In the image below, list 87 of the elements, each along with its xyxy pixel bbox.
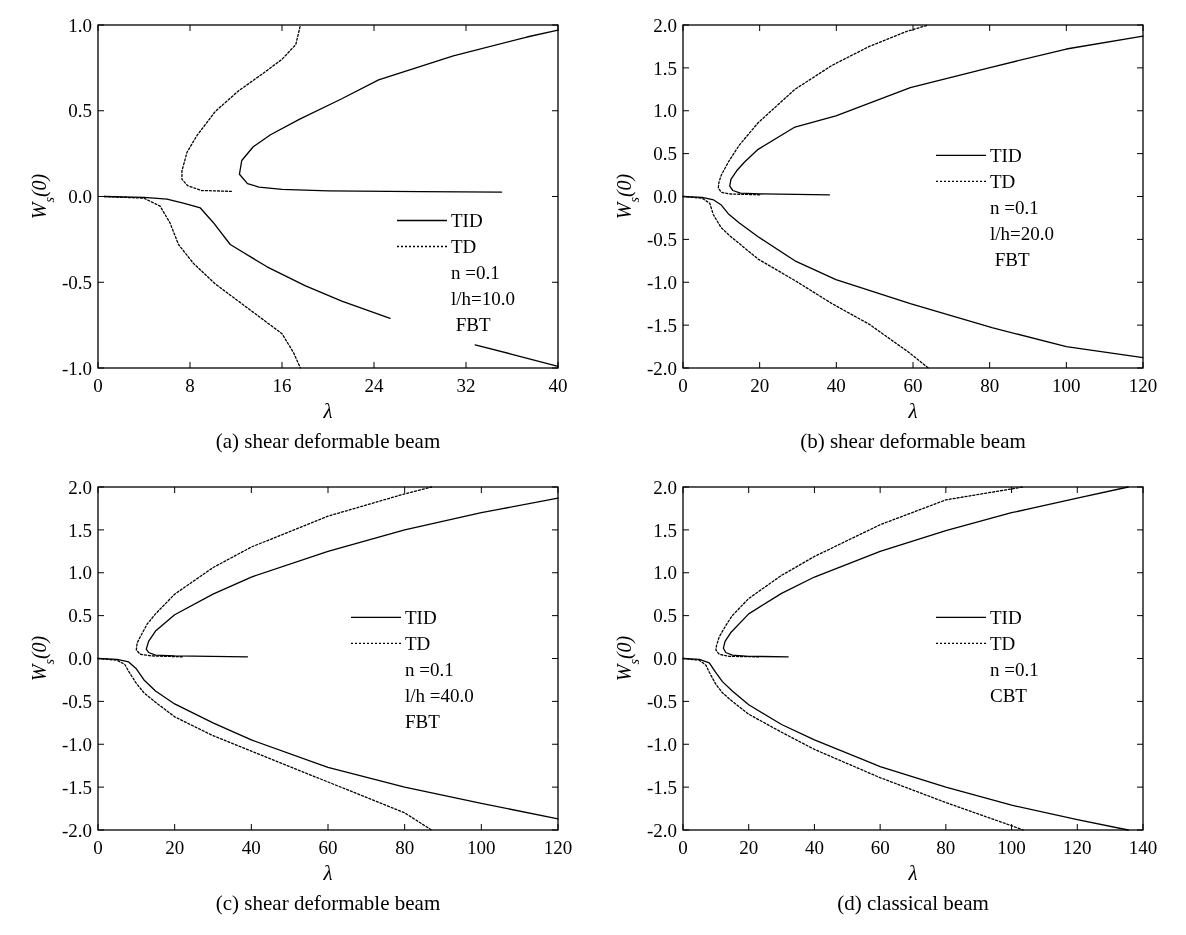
y-tick-label: 0.5 xyxy=(68,100,92,122)
x-tick-label: 120 xyxy=(1128,375,1158,396)
y-tick-label: 1.0 xyxy=(68,14,92,36)
annotation: n =0.1 xyxy=(990,196,1039,218)
y-tick-label: 2.0 xyxy=(653,476,677,498)
x-tick-label: 40 xyxy=(804,837,824,858)
x-tick-label: 80 xyxy=(980,375,1000,396)
annotation: FBT xyxy=(451,314,491,336)
y-tick-label: -1.5 xyxy=(646,314,677,336)
x-tick-label: 0 xyxy=(678,375,688,396)
text: (c) shear deformable beam xyxy=(215,891,441,915)
text: (b) shear deformable beam xyxy=(800,429,1026,453)
y-tick-label: 2.0 xyxy=(68,476,92,498)
y-tick-label: 0.0 xyxy=(68,648,92,670)
annotation: FBT xyxy=(405,710,441,732)
y-tick-label: -0.5 xyxy=(61,271,92,293)
x-tick-label: 120 xyxy=(1063,837,1092,858)
x-tick-label: 80 xyxy=(936,837,956,858)
y-tick-label: -1.0 xyxy=(646,271,677,293)
y-tick-label: -1.0 xyxy=(61,357,92,379)
x-tick-label: 40 xyxy=(241,837,261,858)
y-tick-label: -1.0 xyxy=(61,733,92,755)
text: (a) shear deformable beam xyxy=(215,429,441,453)
x-axis-title: λ xyxy=(322,399,333,423)
legend-label: TD xyxy=(451,236,477,258)
y-tick-label: -2.0 xyxy=(646,357,677,379)
x-tick-label: 120 xyxy=(543,837,573,858)
y-tick-label: 1.0 xyxy=(68,562,92,584)
x-tick-label: 24 xyxy=(364,375,384,396)
y-tick-label: -0.5 xyxy=(646,229,677,251)
x-tick-label: 60 xyxy=(870,837,890,858)
legend-label: TID xyxy=(451,210,483,232)
x-tick-label: 100 xyxy=(997,837,1026,858)
y-tick-label: -0.5 xyxy=(61,691,92,713)
y-tick-label: 1.5 xyxy=(653,519,677,541)
annotation: n =0.1 xyxy=(451,262,500,284)
x-tick-label: 20 xyxy=(165,837,185,858)
y-tick-label: 1.5 xyxy=(68,519,92,541)
annotation: l/h=20.0 xyxy=(990,222,1055,244)
x-tick-label: 100 xyxy=(467,837,496,858)
legend-label: TID xyxy=(990,144,1022,166)
y-tick-label: 0.5 xyxy=(653,143,677,165)
annotation: l/h=10.0 xyxy=(451,288,516,310)
x-tick-label: 60 xyxy=(903,375,923,396)
x-tick-label: 32 xyxy=(456,375,476,396)
annotation: n =0.1 xyxy=(990,658,1039,680)
x-tick-label: 0 xyxy=(93,375,103,396)
y-tick-label: -2.0 xyxy=(61,819,92,841)
x-tick-label: 20 xyxy=(739,837,759,858)
x-tick-label: 80 xyxy=(395,837,415,858)
legend-label: TD xyxy=(990,632,1016,654)
y-tick-label: -1.5 xyxy=(61,776,92,798)
legend-label: TD xyxy=(990,170,1016,192)
x-tick-label: 100 xyxy=(1052,375,1081,396)
x-tick-label: 0 xyxy=(678,837,688,858)
x-tick-label: 60 xyxy=(318,837,338,858)
x-tick-label: 40 xyxy=(548,375,568,396)
x-tick-label: 8 xyxy=(185,375,195,396)
x-axis-title: λ xyxy=(907,861,918,885)
y-tick-label: -0.5 xyxy=(646,691,677,713)
text: (d) classical beam xyxy=(837,891,989,915)
annotation: CBT xyxy=(990,684,1028,706)
x-tick-label: 140 xyxy=(1128,837,1158,858)
y-tick-label: 1.0 xyxy=(653,100,677,122)
x-tick-label: 40 xyxy=(826,375,846,396)
y-tick-label: 0.0 xyxy=(653,186,677,208)
legend-label: TD xyxy=(405,632,431,654)
y-tick-label: -1.0 xyxy=(646,733,677,755)
y-tick-label: 2.0 xyxy=(653,14,677,36)
annotation: l/h =40.0 xyxy=(405,684,474,706)
x-axis-title: λ xyxy=(907,399,918,423)
x-axis-title: λ xyxy=(322,861,333,885)
y-tick-label: 1.5 xyxy=(653,57,677,79)
legend-label: TID xyxy=(990,606,1022,628)
y-tick-label: 1.0 xyxy=(653,562,677,584)
legend-label: TID xyxy=(405,606,437,628)
y-tick-label: 0.0 xyxy=(653,648,677,670)
y-tick-label: -1.5 xyxy=(646,776,677,798)
x-tick-label: 20 xyxy=(750,375,770,396)
y-tick-label: 0.5 xyxy=(653,605,677,627)
x-tick-label: 16 xyxy=(272,375,292,396)
y-tick-label: 0.0 xyxy=(68,186,92,208)
y-tick-label: 0.5 xyxy=(68,605,92,627)
x-tick-label: 0 xyxy=(93,837,103,858)
y-tick-label: -2.0 xyxy=(646,819,677,841)
annotation: n =0.1 xyxy=(405,658,454,680)
annotation: FBT xyxy=(990,248,1030,270)
